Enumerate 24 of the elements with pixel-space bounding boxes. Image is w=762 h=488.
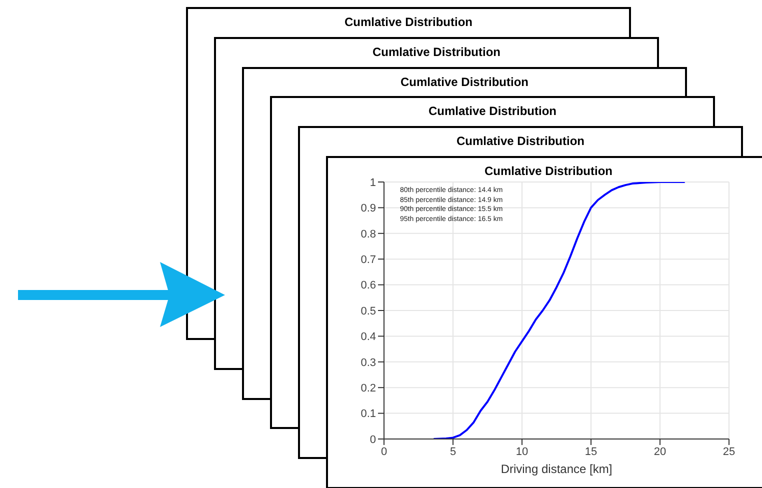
- text: Cumlative Distribution: [371, 44, 502, 59]
- x-tick-label: 0: [380, 446, 388, 458]
- y-tick-label: 0.8: [360, 228, 376, 240]
- chart-title: Cumlative Distribution: [483, 164, 614, 178]
- text: Cumlative Distribution: [399, 74, 530, 89]
- y-tick-label: 0.9: [360, 202, 376, 215]
- text: Cumlative Distribution: [427, 104, 558, 118]
- x-tick-label: 10: [516, 446, 528, 458]
- y-tick-label: 0.2: [360, 382, 376, 395]
- y-tick-label: 0.3: [360, 356, 376, 369]
- y-tick-label: 1: [370, 176, 376, 189]
- y-tick-label: 0.6: [360, 280, 376, 292]
- x-tick-label: 5: [450, 446, 456, 458]
- y-tick-label: 0.7: [360, 254, 376, 266]
- y-tick-label: 0.4: [360, 331, 376, 344]
- x-tick-label: 20: [654, 446, 666, 458]
- x-axis-title: Driving distance [km]: [500, 462, 612, 476]
- x-tick-label: 25: [722, 446, 736, 458]
- y-tick-label: 0.1: [360, 408, 376, 420]
- y-tick-label: 0: [370, 434, 376, 446]
- x-tick-label: 15: [584, 446, 598, 458]
- y-tick-label: 0.5: [360, 305, 376, 318]
- text: Cumlative Distribution: [455, 134, 586, 148]
- text: Cumlative Distribution: [343, 15, 474, 29]
